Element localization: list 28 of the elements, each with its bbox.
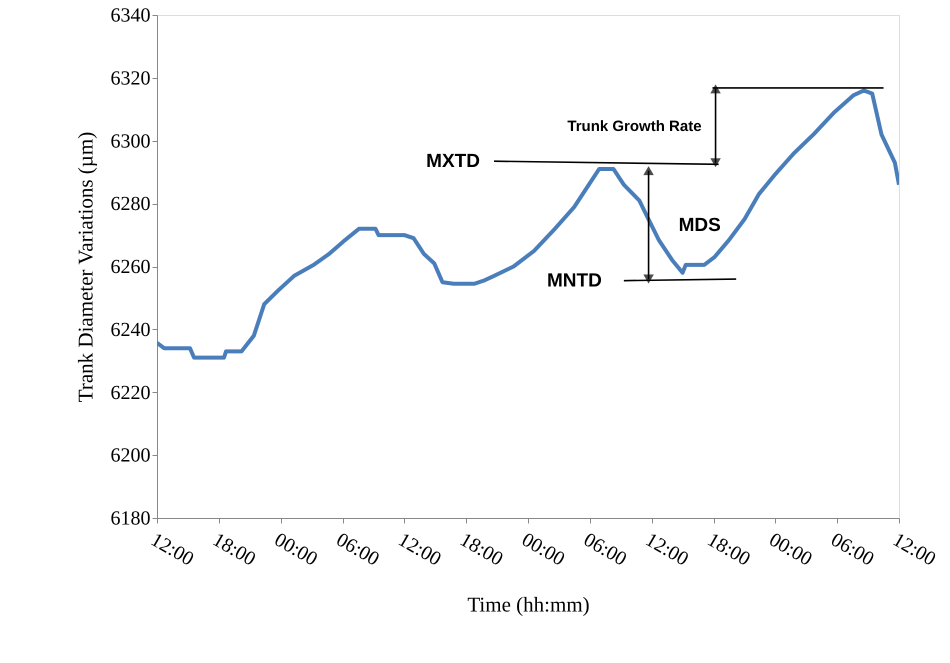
y-tick-label: 6240 [110, 318, 150, 341]
annotation: Trunk Growth Rate [567, 118, 702, 135]
x-tick-label: 06:00 [580, 528, 630, 570]
x-tick-label: 18:00 [456, 528, 507, 570]
y-axis-title: Trank Diameter Variations (µm) [74, 132, 98, 402]
x-tick-label: 00:00 [518, 528, 568, 570]
x-tick-label: 00:00 [765, 528, 816, 570]
x-tick-label: 06:00 [827, 528, 878, 570]
y-tick-label: 6340 [110, 4, 150, 26]
x-axis-title: Time (hh:mm) [467, 592, 590, 617]
y-tick-label: 6260 [110, 256, 150, 278]
y-tick-label: 6300 [110, 130, 150, 152]
annotation: MNTD [546, 270, 602, 292]
y-tick-label: 6180 [110, 508, 150, 530]
x-tick-label: 18:00 [208, 528, 260, 570]
y-tick-label: 6320 [110, 67, 150, 90]
y-tick-label: 6200 [110, 444, 150, 467]
annotation: MXTD [426, 151, 480, 172]
x-tick-label: 12:00 [642, 528, 692, 570]
x-tick-label: 12:00 [394, 528, 445, 570]
x-tick-label: 12:00 [889, 528, 940, 570]
y-tick-label: 6280 [110, 193, 150, 216]
x-tick-label: 18:00 [704, 528, 754, 570]
y-tick-label: 6220 [110, 382, 150, 404]
x-tick-label: 00:00 [270, 528, 322, 570]
x-tick-label: 12:00 [147, 528, 198, 570]
annotation: MDS [678, 214, 721, 236]
x-tick-label: 06:00 [332, 528, 383, 570]
